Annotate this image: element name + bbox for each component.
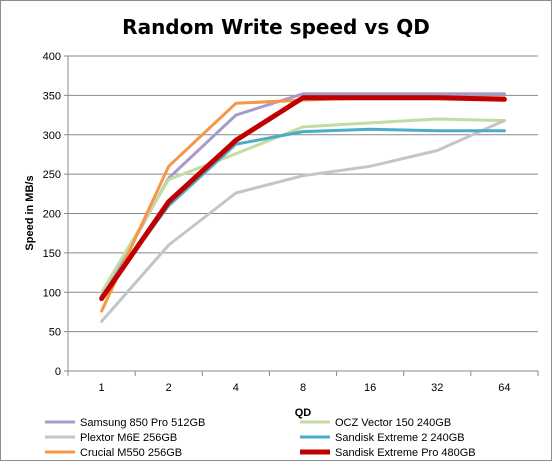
legend-label: Crucial M550 256GB [80, 447, 182, 459]
y-tick-label: 100 [43, 287, 61, 299]
series-line-3 [100, 119, 506, 323]
y-tick-label: 250 [43, 169, 61, 181]
series-line-1 [100, 92, 506, 300]
x-axis-title: QD [295, 407, 312, 419]
series-line-2 [100, 117, 506, 294]
x-tick-label: 8 [300, 382, 306, 394]
y-tick-labels: 0 50 100 150 200 250 300 350 400 [43, 51, 61, 378]
chart-title: Random Write speed vs QD [122, 15, 430, 39]
y-tick-label: 200 [43, 209, 61, 221]
legend-label: Plextor M6E 256GB [80, 432, 177, 444]
series-line-5 [100, 95, 506, 313]
series-line-6 [99, 95, 507, 302]
legend-label: Sandisk Extreme 2 240GB [335, 432, 465, 444]
x-tick-label: 4 [233, 382, 239, 394]
legend-label: OCZ Vector 150 240GB [335, 417, 451, 429]
y-tick-label: 50 [49, 327, 61, 339]
legend-label: Sandisk Extreme Pro 480GB [335, 447, 476, 459]
y-tick-label: 350 [43, 90, 61, 102]
y-axis-title: Speed in MB/s [24, 175, 36, 250]
x-tick-labels: 1 2 4 8 16 32 64 [99, 382, 511, 394]
legend: Samsung 850 Pro 512GB OCZ Vector 150 240G… [45, 417, 476, 459]
axes [64, 55, 539, 376]
x-tick-label: 2 [166, 382, 172, 394]
x-tick-label: 1 [99, 382, 105, 394]
x-tick-label: 32 [431, 382, 443, 394]
y-tick-label: 150 [43, 248, 61, 260]
gridlines [68, 55, 538, 333]
x-tick-label: 16 [364, 382, 376, 394]
y-tick-label: 300 [43, 130, 61, 142]
legend-label: Samsung 850 Pro 512GB [80, 417, 205, 429]
y-tick-label: 400 [43, 51, 61, 63]
x-tick-label: 64 [498, 382, 510, 394]
y-tick-label: 0 [55, 366, 61, 378]
series-lines [99, 92, 507, 323]
